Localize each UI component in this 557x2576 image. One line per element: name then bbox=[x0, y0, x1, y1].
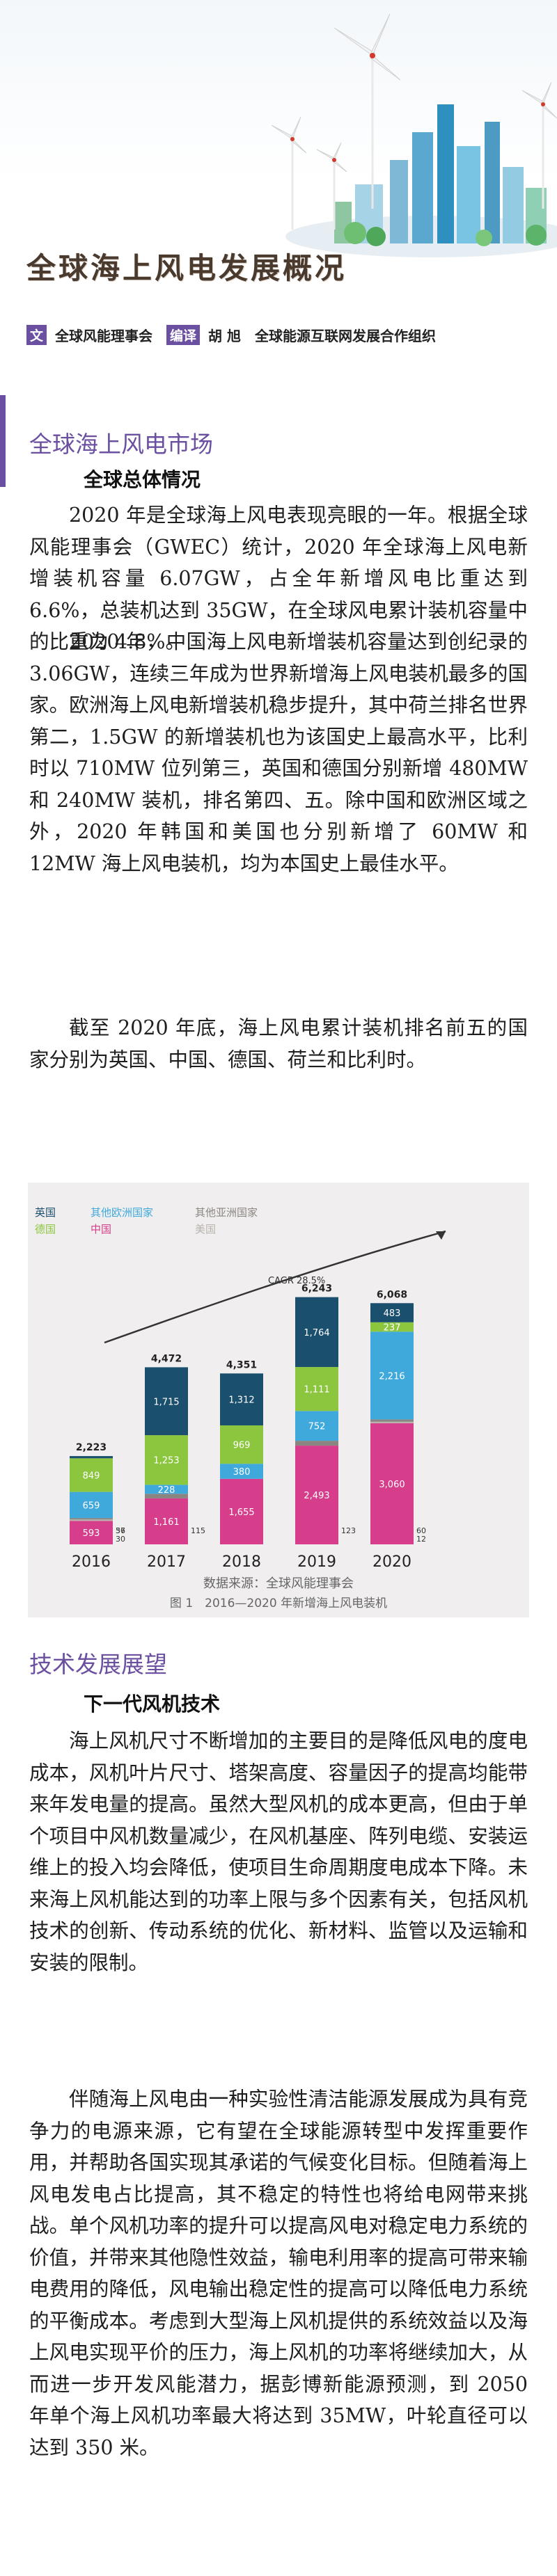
bar-value-label: 37 bbox=[116, 1526, 125, 1535]
bar-segment bbox=[145, 1494, 188, 1498]
cagr-arrow bbox=[104, 1230, 446, 1344]
bar-value-label: 3,060 bbox=[379, 1480, 405, 1490]
legend-entry: 英国 bbox=[35, 1206, 56, 1219]
cagr-label: CAGR 28.5% bbox=[268, 1276, 325, 1286]
paragraph: 2020 年，中国海上风电新增装机容量达到创纪录的 3.06GW，连续三年成为世… bbox=[29, 630, 528, 875]
bar-value-label: 237 bbox=[384, 1323, 401, 1334]
bar-value-label: 1,111 bbox=[304, 1385, 329, 1395]
bar-total-label: 4,351 bbox=[226, 1359, 257, 1370]
bar-value-label: 1,715 bbox=[153, 1397, 179, 1407]
bar-value-label: 1,655 bbox=[228, 1507, 254, 1518]
paragraph: 伴随海上风电由一种实验性清洁能源发展成为具有竞争力的电源来源，它有望在全球能源转… bbox=[29, 2088, 528, 2459]
bar-segment bbox=[145, 1498, 188, 1544]
bar-segment bbox=[295, 1446, 338, 1544]
bar-segment bbox=[370, 1421, 414, 1423]
bar-value-label: 30 bbox=[116, 1535, 125, 1544]
legend-entry: 德国 bbox=[35, 1223, 56, 1235]
bar-segment bbox=[370, 1331, 414, 1420]
bar-segment bbox=[70, 1456, 113, 1459]
legend-entry: 其他欧洲国家 bbox=[91, 1206, 153, 1219]
wind-city-illustration bbox=[271, 13, 557, 257]
x-tick-label: 2020 bbox=[372, 1553, 411, 1571]
bar-segment bbox=[220, 1373, 263, 1426]
bar-total-label: 2,223 bbox=[76, 1442, 107, 1453]
bar-segment bbox=[70, 1519, 113, 1521]
author-org: 全球风能理事会 bbox=[55, 327, 153, 344]
bar-value-label: 1,161 bbox=[153, 1517, 179, 1528]
bar-segment bbox=[145, 1435, 188, 1485]
bar-segment bbox=[70, 1521, 113, 1544]
section-heading-outlook: 技术发展展望 bbox=[29, 1651, 167, 1678]
bar-value-label: 56 bbox=[116, 1526, 125, 1535]
bar-value-label: 1,764 bbox=[304, 1328, 329, 1338]
bar-value-label: 659 bbox=[83, 1501, 100, 1511]
section-heading-market: 全球海上风电市场 bbox=[29, 431, 213, 458]
bar-segment bbox=[220, 1425, 263, 1464]
translator-name: 胡 旭 bbox=[208, 327, 241, 344]
bar-segment bbox=[70, 1518, 113, 1520]
bar-segment bbox=[70, 1491, 113, 1519]
legend-entry: 美国 bbox=[195, 1223, 216, 1235]
chart-figure: 英国 其他欧洲国家 其他亚洲国家德国 中国 美国 593 30 37 659 849 56 2,22… bbox=[28, 1183, 529, 1617]
bar-value-label: 483 bbox=[384, 1309, 401, 1319]
bar-segment bbox=[145, 1485, 188, 1494]
legend-entry: 其他亚洲国家 bbox=[195, 1206, 258, 1219]
chart-caption: 图 1 2016—2020 年新增海上风电装机 bbox=[170, 1597, 387, 1610]
author-tag: 文 bbox=[26, 324, 47, 345]
section-accent-bar bbox=[0, 395, 6, 487]
bar-value-label: 593 bbox=[83, 1528, 100, 1539]
bar-segment bbox=[220, 1464, 263, 1479]
chart-source: 数据来源：全球风能理事会 bbox=[203, 1576, 354, 1591]
x-tick-label: 2016 bbox=[72, 1553, 111, 1571]
bar-segment bbox=[220, 1478, 263, 1544]
bar-total-label: 4,472 bbox=[151, 1353, 182, 1364]
bar-value-label: 2,216 bbox=[379, 1371, 405, 1382]
bar-segment bbox=[70, 1458, 113, 1492]
paragraph: 截至 2020 年底，海上风电累计装机排名前五的国家分别为英国、中国、德国、荷兰… bbox=[29, 1016, 528, 1071]
bar-segment bbox=[295, 1411, 338, 1441]
bar-segment bbox=[370, 1322, 414, 1332]
bar-segment bbox=[370, 1419, 414, 1422]
byline: 文 全球风能理事会 编译 胡 旭 全球能源互联网发展合作组织 bbox=[26, 324, 436, 345]
bar-value-label: 1,312 bbox=[228, 1395, 254, 1406]
bar-segment bbox=[295, 1367, 338, 1411]
translator-tag: 编译 bbox=[166, 324, 201, 345]
bar-value-label: 752 bbox=[308, 1422, 326, 1432]
bar-segment bbox=[370, 1303, 414, 1322]
bar-value-label: 969 bbox=[233, 1441, 251, 1451]
x-tick-label: 2019 bbox=[297, 1553, 336, 1571]
bar-value-label: 2,493 bbox=[304, 1491, 329, 1501]
legend-entry: 中国 bbox=[91, 1223, 111, 1235]
subheading-overview: 全球总体情况 bbox=[84, 468, 201, 491]
paragraph: 2020 年是全球海上风电表现亮眼的一年。根据全球风能理事会（GWEC）统计，2… bbox=[29, 504, 528, 653]
bar-value-label: 380 bbox=[233, 1467, 251, 1478]
bar-value-label: 60 bbox=[416, 1526, 426, 1535]
header-banner: 全球海上风电发展概况 bbox=[0, 0, 557, 299]
bar-segment bbox=[295, 1297, 338, 1368]
bar-segment bbox=[145, 1367, 188, 1436]
bar-value-label: 228 bbox=[158, 1485, 175, 1496]
subheading-next-gen-turbines: 下一代风机技术 bbox=[84, 1693, 221, 1715]
bar-value-label: 115 bbox=[191, 1526, 205, 1535]
x-tick-label: 2018 bbox=[222, 1553, 261, 1571]
paragraph: 海上风机尺寸不断增加的主要目的是降低风电的度电成本，风机叶片尺寸、塔架高度、容量… bbox=[29, 1729, 528, 1974]
translator-org: 全球能源互联网发展合作组织 bbox=[255, 327, 436, 344]
bar-total-label: 6,243 bbox=[301, 1283, 332, 1295]
bar-segment bbox=[370, 1423, 414, 1544]
bar-value-label: 1,253 bbox=[153, 1456, 179, 1466]
bar-value-label: 12 bbox=[416, 1535, 426, 1544]
bar-segment bbox=[295, 1441, 338, 1446]
bar-value-label: 123 bbox=[341, 1526, 356, 1535]
bar-total-label: 6,068 bbox=[377, 1289, 407, 1300]
bar-value-label: 849 bbox=[83, 1471, 100, 1481]
x-tick-label: 2017 bbox=[147, 1553, 186, 1571]
article-title: 全球海上风电发展概况 bbox=[26, 251, 347, 285]
